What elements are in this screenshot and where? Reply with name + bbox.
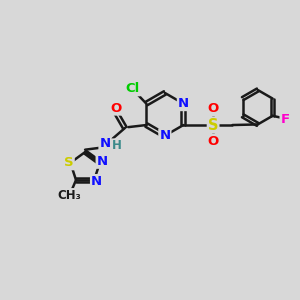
Text: S: S	[64, 156, 74, 169]
Text: N: N	[100, 137, 111, 150]
Text: N: N	[91, 175, 102, 188]
Text: N: N	[159, 129, 170, 142]
Text: H: H	[112, 139, 122, 152]
Text: O: O	[208, 135, 219, 148]
Text: Cl: Cl	[126, 82, 140, 95]
Text: F: F	[280, 113, 290, 126]
Text: S: S	[208, 118, 218, 133]
Text: N: N	[178, 97, 189, 110]
Text: N: N	[97, 155, 108, 168]
Text: CH₃: CH₃	[58, 189, 81, 202]
Text: O: O	[110, 102, 122, 115]
Text: O: O	[208, 102, 219, 115]
